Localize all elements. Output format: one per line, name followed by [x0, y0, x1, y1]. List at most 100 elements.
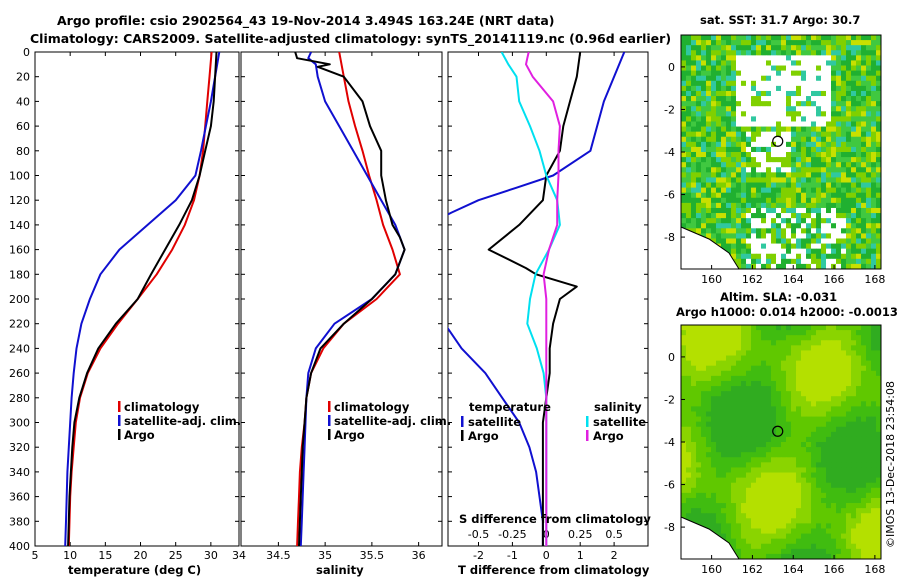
map-cell [681, 411, 687, 417]
map-cell [726, 202, 732, 209]
map-cell [786, 416, 792, 423]
map-cell [846, 330, 852, 336]
map-cell [766, 487, 772, 494]
map-cell [756, 141, 762, 148]
map-cell [681, 172, 687, 178]
map-cell [871, 218, 877, 224]
map-cell [726, 472, 732, 479]
map-cell [771, 462, 777, 468]
map-cell [736, 421, 742, 428]
map-cell [711, 157, 717, 163]
map-cell [751, 218, 757, 224]
map-cell [786, 60, 792, 66]
map-cell [801, 543, 807, 550]
map-cell [746, 253, 752, 260]
map-cell [796, 197, 802, 204]
map-cell [861, 248, 867, 255]
map-cell [831, 462, 837, 468]
map-cell [736, 253, 742, 260]
map-cell [726, 523, 732, 529]
map-cell [696, 513, 702, 519]
map-cell [691, 401, 697, 407]
map-cell [766, 80, 772, 87]
map-cell [761, 503, 767, 509]
map-cell [721, 426, 727, 433]
map-cell [741, 106, 747, 112]
map-cell [796, 370, 802, 377]
map-cell [801, 202, 807, 209]
map-cell [856, 50, 862, 56]
map-cell [771, 330, 777, 336]
map-cell [866, 90, 872, 97]
map-cell [806, 96, 812, 102]
map-cell [711, 192, 717, 199]
map-cell [716, 325, 722, 331]
map-cell [836, 411, 842, 417]
map-cell [716, 35, 722, 41]
map-cell [796, 462, 802, 468]
map-cell [786, 380, 792, 387]
map-cell [766, 207, 772, 214]
map-cell [736, 380, 742, 387]
map-cell [841, 136, 847, 143]
map-cell [856, 96, 862, 102]
map-cell [761, 487, 767, 494]
map-cell [681, 202, 687, 209]
map-cell [756, 386, 762, 392]
map-cell [766, 497, 772, 504]
map-cell [821, 157, 827, 163]
map-cell [701, 162, 707, 168]
map-cell [686, 197, 692, 204]
map-cell [681, 136, 687, 143]
map-cell [681, 365, 687, 372]
map-cell [696, 207, 702, 214]
map-cell [746, 355, 752, 362]
map-cell [751, 182, 757, 189]
map-cell [806, 467, 812, 473]
map-cell [761, 116, 767, 122]
map-cell [806, 452, 812, 458]
map-cell [871, 508, 877, 514]
map-cell [811, 396, 817, 402]
map-cell [811, 167, 817, 173]
map-cell [746, 96, 752, 102]
map-cell [711, 360, 717, 367]
map-cell [861, 421, 867, 428]
map-cell [731, 386, 737, 392]
map-cell [856, 411, 862, 417]
map-cell [706, 187, 712, 194]
map-cell [746, 146, 752, 153]
map-cell [771, 472, 777, 479]
map-cell [776, 253, 782, 260]
map-cell [711, 40, 717, 46]
map-cell [711, 141, 717, 148]
map-cell [756, 35, 762, 41]
map-cell [876, 340, 882, 346]
map-cell [861, 411, 867, 417]
map-cell [871, 177, 877, 183]
map-cell [771, 131, 777, 138]
map-cell [811, 355, 817, 362]
map-cell [821, 202, 827, 209]
map-cell [806, 207, 812, 214]
map-cell [826, 121, 832, 127]
map-cell [826, 457, 832, 463]
map-cell [866, 85, 872, 92]
map-cell [696, 340, 702, 346]
map-cell [831, 442, 837, 448]
depth-tick-label: 380 [9, 515, 30, 528]
map-cell [731, 396, 737, 402]
map-cell [741, 202, 747, 209]
map-cell [686, 202, 692, 209]
map-cell [871, 543, 877, 550]
map-cell [816, 330, 822, 336]
map-cell [856, 503, 862, 509]
map-cell [716, 131, 722, 138]
map-cell [701, 182, 707, 189]
map-cell [866, 55, 872, 61]
map-cell [861, 116, 867, 122]
map-cell [701, 96, 707, 102]
map-cell [706, 380, 712, 387]
map-cell [796, 477, 802, 484]
map-cell [766, 35, 772, 41]
